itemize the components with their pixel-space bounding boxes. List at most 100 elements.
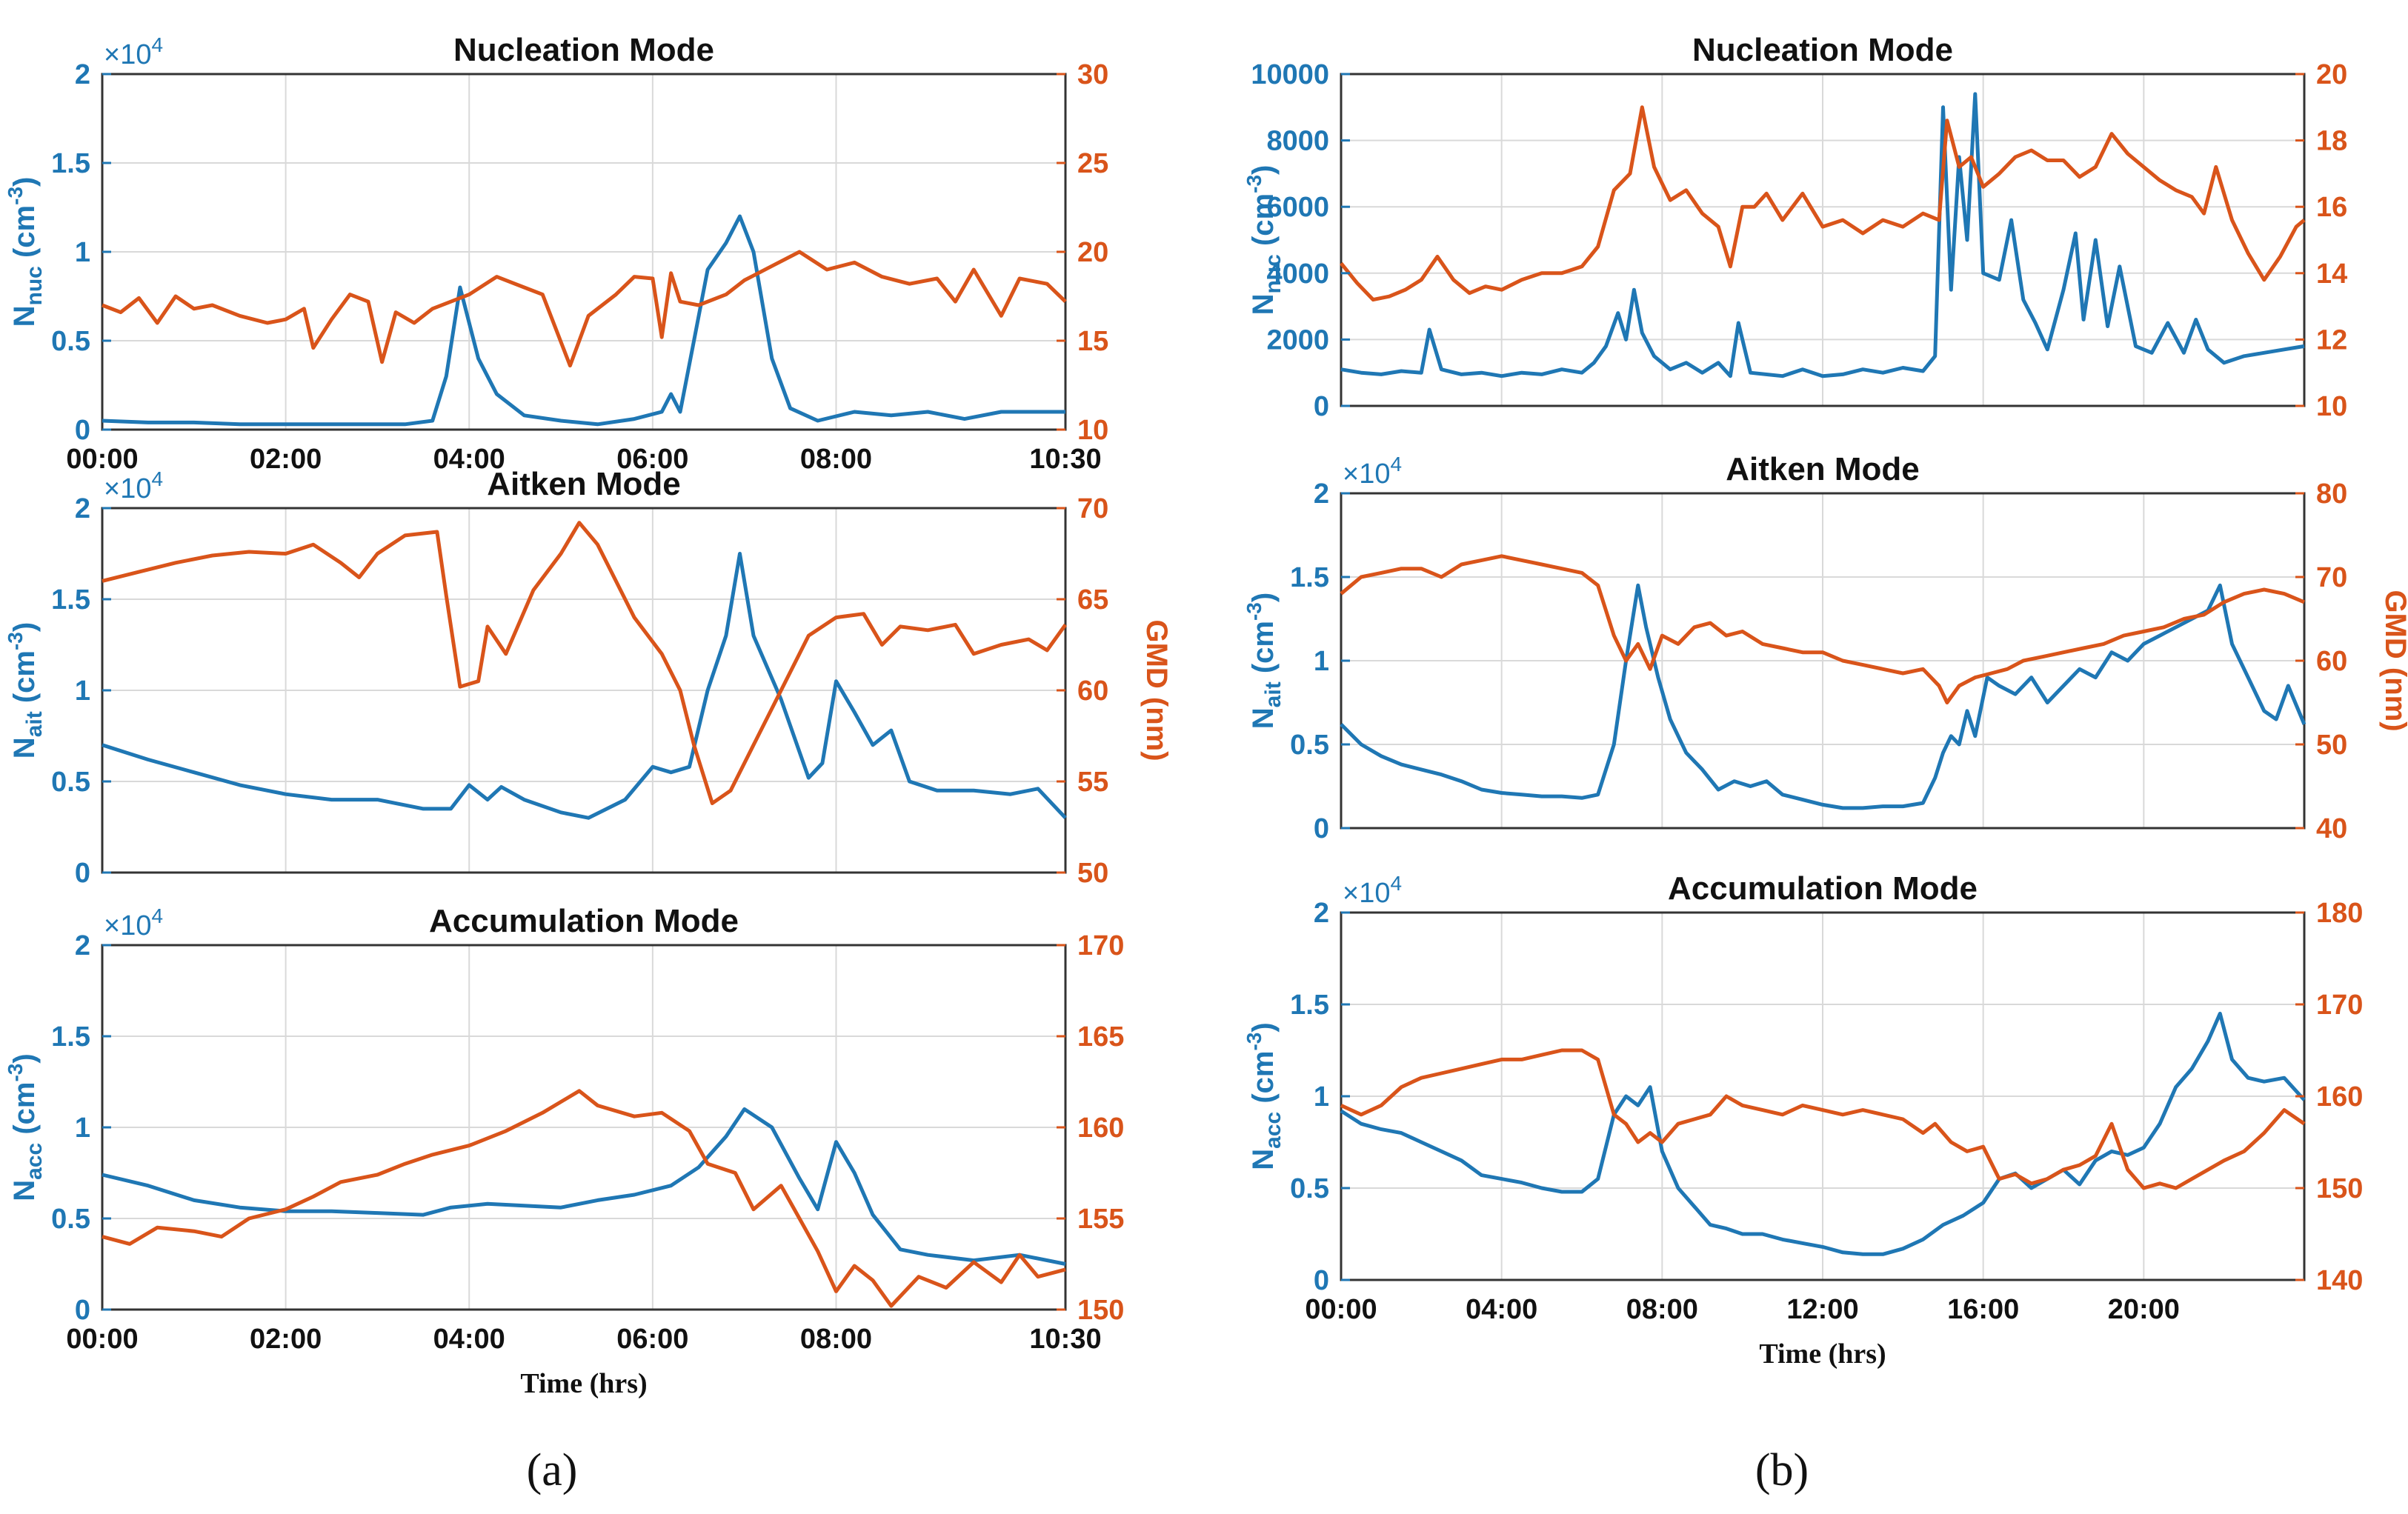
tick-label-x: 08:00 [800,444,872,475]
tick-label-x: 04:00 [433,444,505,475]
tick-label-left: 1.5 [51,148,90,179]
tick-label-right: 12 [2316,324,2347,356]
series-line-nacc [1340,1011,2306,1256]
tick-label-left: 6000 [1266,192,1329,223]
tick-label-right: 170 [1077,930,1124,961]
plot-frame [1340,73,2306,407]
tick-label-left: 0 [75,415,90,446]
axis-multiplier: ×104 [104,904,163,941]
chart-a-aitken-mode: 0 0.5 1 1.5 2 50 55 60 65 70 Aitken Mode ×104 Nait (… [4,466,1173,889]
tick-label-right: 70 [2316,562,2347,593]
series-line-nacc [102,1107,1066,1266]
tick-label-left: 1 [75,1113,90,1144]
tick-label-left: 1.5 [1290,990,1329,1021]
tick-label-right: 40 [2316,813,2347,844]
tick-label-left: 2000 [1266,324,1329,356]
tick-label-left: 4000 [1266,259,1329,290]
tick-label-x: 10:30 [1029,444,1101,475]
tick-label-right: 65 [1077,584,1108,616]
tick-label-left: 1.5 [51,1021,90,1053]
tick-label-x: 06:00 [616,444,688,475]
y-axis-label-left: Nait (cm-3) [4,622,47,758]
chart-title: Aitken Mode [487,466,681,502]
tick-label-right: 70 [1077,493,1108,524]
tick-label-right: 20 [1077,237,1108,268]
x-axis-label: Time (hrs) [520,1368,647,1399]
tick-label-left: 1 [1314,1081,1329,1113]
tick-label-x: 08:00 [800,1324,872,1355]
tick-label-right: 20 [2316,59,2347,90]
tick-label-right: 16 [2316,192,2347,223]
series-line-gmd [102,250,1067,368]
tick-label-x: 04:00 [1466,1294,1537,1325]
tick-label-x: 00:00 [1305,1294,1377,1325]
chart-title: Nucleation Mode [1692,32,1953,68]
tick-label-right: 55 [1077,767,1108,798]
tick-label-left: 0 [75,1295,90,1326]
tick-label-right: 160 [1077,1113,1124,1144]
series-line-gmd [1340,554,2305,704]
tick-label-right: 50 [2316,730,2347,761]
series-line-gmd [1340,105,2306,302]
tick-label-left: 1.5 [1290,562,1329,593]
panel-label-a: (a) [527,1445,578,1495]
tick-label-x: 04:00 [433,1324,505,1355]
chart-title: Accumulation Mode [1668,870,1978,907]
tick-label-x: 00:00 [66,1324,138,1355]
tick-label-x: 02:00 [250,1324,322,1355]
tick-label-right: 15 [1077,326,1108,357]
tick-label-x: 00:00 [66,444,138,475]
tick-label-right: 14 [2316,259,2347,290]
tick-label-left: 2 [1314,478,1329,510]
tick-label-right: 170 [2316,990,2363,1021]
y-axis-label-left: Nnuc (cm-3) [4,177,47,327]
tick-label-x: 12:00 [1786,1294,1858,1325]
chart-a-accumulation-mode: 0 0.5 1 1.5 2 150 155 160 165 170 00:00 02:00 04:00 0… [4,903,1124,1399]
axis-multiplier: ×104 [1343,872,1402,909]
y-axis-label-left: Nacc (cm-3) [1243,1022,1286,1170]
tick-label-left: 0 [1314,813,1329,844]
chart-a-nucleation-mode: 0 0.5 1 1.5 2 10 15 20 25 30 00:00 02:00 04:00 06:00 0… [4,32,1108,475]
tick-label-right: 140 [2316,1265,2363,1296]
y-axis-label-left: Nnuc (cm-3) [1243,165,1286,316]
tick-label-right: 18 [2316,126,2347,157]
tick-label-left: 2 [1314,898,1329,929]
tick-label-left: 0.5 [51,1204,90,1235]
tick-label-left: 0 [1314,1265,1329,1296]
tick-label-left: 1 [1314,646,1329,677]
axis-multiplier-exponent: 4 [151,904,163,927]
tick-label-x: 08:00 [1626,1294,1698,1325]
series-line-nait [102,552,1067,820]
tick-label-left: 0.5 [51,767,90,798]
tick-label-x: 16:00 [1947,1294,2019,1325]
y-axis-label-right: GMD (nm) [2379,590,2408,731]
tick-label-right: 155 [1077,1204,1124,1235]
tick-label-right: 10 [1077,415,1108,446]
tick-label-right: 80 [2316,478,2347,510]
tick-label-right: 165 [1077,1021,1124,1053]
axis-multiplier-exponent: 4 [151,33,163,56]
axis-multiplier-exponent: 4 [151,467,163,490]
tick-label-left: 2 [75,59,90,90]
tick-label-x: 20:00 [2108,1294,2180,1325]
axis-multiplier-exponent: 4 [1390,872,1402,895]
tick-label-right: 25 [1077,148,1108,179]
tick-label-left: 0.5 [1290,1173,1329,1204]
tick-label-right: 150 [1077,1295,1124,1326]
y-axis-label-left: Nacc (cm-3) [4,1053,47,1201]
tick-label-left: 0 [75,858,90,889]
chart-title: Accumulation Mode [429,903,739,939]
tick-label-left: 1 [75,676,90,707]
tick-label-left: 8000 [1266,126,1329,157]
series-line-gmd [102,521,1068,805]
tick-label-right: 60 [2316,646,2347,677]
chart-title: Nucleation Mode [453,32,714,68]
tick-label-left: 10000 [1251,59,1329,90]
axis-multiplier: ×104 [104,33,163,70]
tick-label-left: 2 [75,493,90,524]
panel-label-b: (b) [1755,1445,1809,1495]
tick-label-right: 50 [1077,858,1108,889]
tick-label-left: 0.5 [1290,730,1329,761]
tick-label-left: 0 [1314,391,1329,422]
tick-label-right: 180 [2316,898,2363,929]
